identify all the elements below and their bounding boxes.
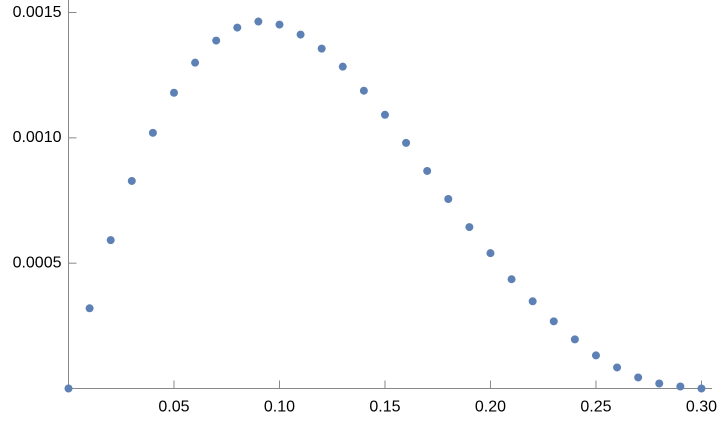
point — [465, 223, 474, 232]
point — [591, 351, 600, 360]
point — [380, 110, 389, 119]
point — [613, 363, 622, 372]
point — [676, 382, 685, 391]
point — [296, 30, 305, 39]
point — [655, 379, 664, 388]
point — [275, 20, 284, 29]
point — [127, 176, 136, 185]
point — [423, 166, 432, 175]
point — [402, 138, 411, 147]
point — [148, 128, 157, 137]
y-tick-label: 0.0015 — [13, 4, 62, 21]
y-tick-label: 0.0005 — [13, 254, 62, 271]
point — [64, 384, 73, 393]
point — [444, 195, 453, 204]
point — [233, 23, 242, 32]
x-tick-label: 0.05 — [158, 399, 189, 416]
point — [212, 36, 221, 45]
y-tick-label: 0.0010 — [13, 129, 62, 146]
point — [338, 62, 347, 71]
point — [191, 58, 200, 67]
point — [317, 44, 326, 53]
x-tick-label: 0.20 — [475, 399, 506, 416]
point — [570, 335, 579, 344]
x-tick-label: 0.30 — [686, 399, 717, 416]
x-tick-label: 0.15 — [369, 399, 400, 416]
point — [106, 236, 115, 245]
x-tick-label: 0.25 — [580, 399, 611, 416]
point — [169, 88, 178, 97]
point — [486, 249, 495, 258]
point — [359, 86, 368, 95]
point — [634, 373, 643, 382]
point — [85, 304, 94, 313]
point — [254, 17, 263, 26]
x-tick-label: 0.10 — [264, 399, 295, 416]
point — [549, 317, 558, 326]
point — [507, 275, 516, 284]
point — [528, 297, 537, 306]
point — [697, 384, 706, 393]
